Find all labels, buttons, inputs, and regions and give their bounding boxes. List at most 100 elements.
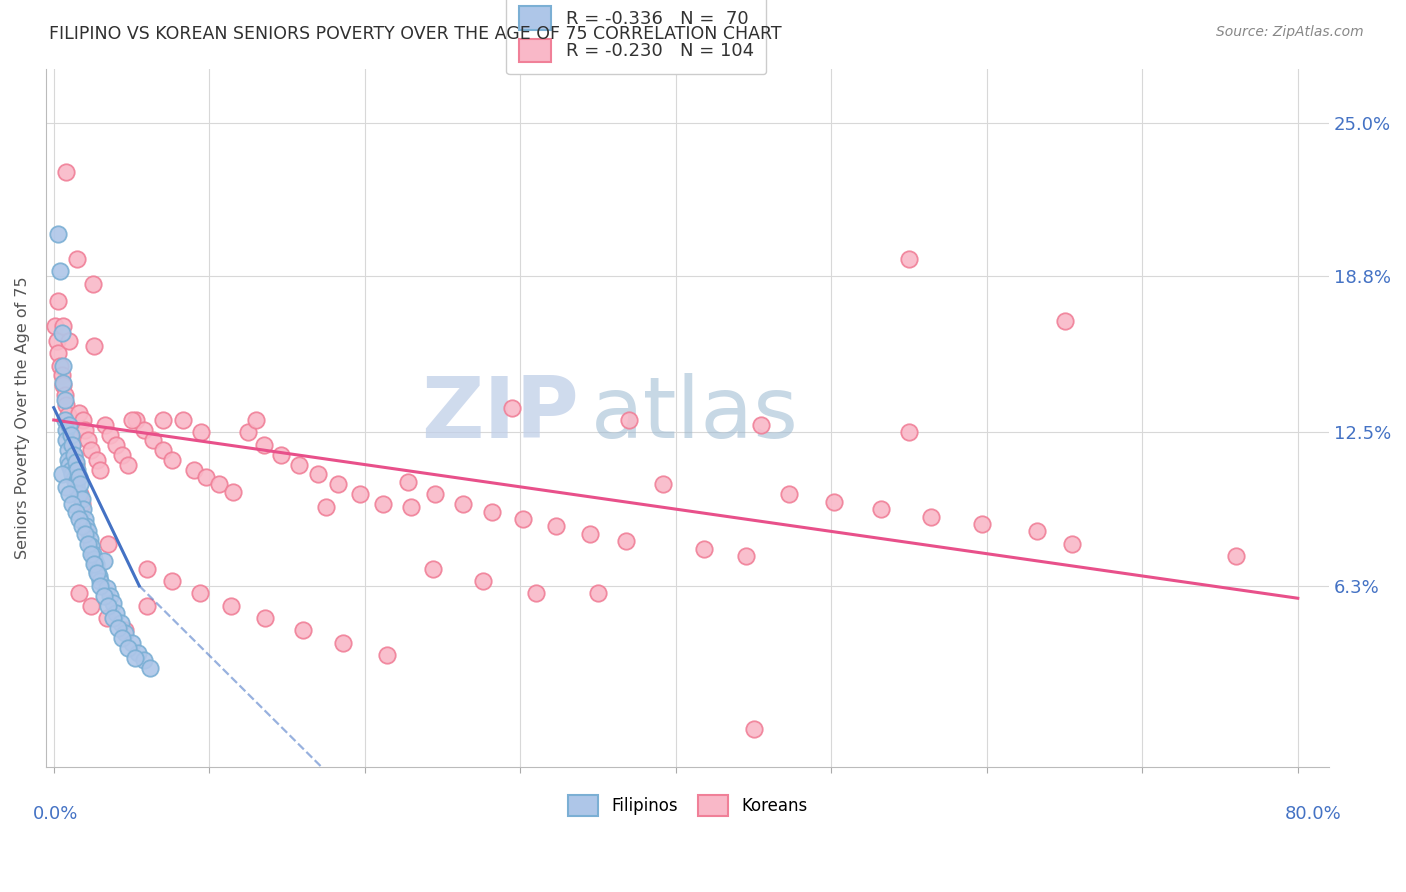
- Point: [195, 470, 218, 484]
- Point: [97, 599, 120, 613]
- Point: [89, 579, 111, 593]
- Point: [114, 626, 136, 640]
- Point: [72, 413, 94, 427]
- Point: [101, 596, 124, 610]
- Point: [80, 547, 103, 561]
- Point: [254, 611, 277, 625]
- Point: [59, 428, 82, 442]
- Point: [396, 475, 419, 489]
- Point: [69, 477, 91, 491]
- Point: [93, 554, 115, 568]
- Point: [66, 483, 89, 497]
- Point: [55, 423, 77, 437]
- Point: [219, 599, 242, 613]
- Point: [65, 505, 87, 519]
- Point: [73, 512, 96, 526]
- Point: [502, 401, 524, 415]
- Point: [67, 470, 90, 484]
- Point: [328, 477, 350, 491]
- Point: [870, 502, 893, 516]
- Text: atlas: atlas: [591, 373, 799, 456]
- Point: [89, 462, 111, 476]
- Point: [77, 433, 100, 447]
- Point: [63, 472, 86, 486]
- Point: [80, 539, 103, 553]
- Point: [66, 462, 89, 476]
- Point: [58, 417, 80, 432]
- Point: [82, 277, 104, 291]
- Point: [65, 458, 87, 472]
- Point: [58, 334, 80, 348]
- Point: [56, 442, 79, 457]
- Point: [107, 621, 129, 635]
- Point: [52, 376, 75, 390]
- Point: [53, 388, 76, 402]
- Point: [160, 452, 183, 467]
- Point: [111, 631, 134, 645]
- Point: [77, 524, 100, 539]
- Point: [586, 586, 609, 600]
- Point: [207, 477, 229, 491]
- Point: [1062, 537, 1084, 551]
- Point: [48, 227, 70, 242]
- Point: [823, 494, 845, 508]
- Point: [693, 541, 716, 556]
- Point: [288, 458, 311, 472]
- Point: [160, 574, 183, 588]
- Point: [183, 462, 205, 476]
- Point: [80, 442, 103, 457]
- Point: [48, 346, 70, 360]
- Point: [544, 519, 567, 533]
- Point: [97, 537, 120, 551]
- Point: [73, 423, 96, 437]
- Point: [79, 532, 101, 546]
- Point: [652, 477, 675, 491]
- Point: [60, 467, 83, 482]
- Point: [59, 462, 82, 476]
- Point: [56, 408, 79, 422]
- Point: [422, 561, 444, 575]
- Point: [471, 574, 494, 588]
- Point: [60, 497, 83, 511]
- Point: [48, 294, 70, 309]
- Point: [63, 448, 86, 462]
- Point: [86, 452, 108, 467]
- Point: [614, 534, 637, 549]
- Point: [142, 433, 165, 447]
- Point: [70, 519, 93, 533]
- Point: [349, 487, 371, 501]
- Point: [898, 425, 921, 440]
- Point: [83, 557, 105, 571]
- Point: [104, 606, 127, 620]
- Point: [124, 650, 146, 665]
- Point: [55, 398, 77, 412]
- Point: [65, 477, 87, 491]
- Point: [58, 458, 80, 472]
- Point: [315, 500, 337, 514]
- Text: 80.0%: 80.0%: [1285, 805, 1341, 823]
- Legend: Filipinos, Koreans: Filipinos, Koreans: [560, 787, 815, 824]
- Point: [52, 359, 75, 373]
- Point: [83, 551, 105, 566]
- Point: [60, 438, 83, 452]
- Point: [84, 557, 107, 571]
- Point: [114, 624, 136, 638]
- Point: [80, 599, 103, 613]
- Point: [423, 487, 446, 501]
- Point: [172, 413, 194, 427]
- Text: 0.0%: 0.0%: [34, 805, 79, 823]
- Point: [524, 586, 547, 600]
- Point: [117, 640, 139, 655]
- Point: [136, 561, 159, 575]
- Point: [291, 624, 314, 638]
- Point: [55, 480, 77, 494]
- Point: [52, 318, 75, 333]
- Point: [77, 537, 100, 551]
- Point: [375, 648, 398, 662]
- Point: [94, 417, 117, 432]
- Point: [70, 492, 93, 507]
- Point: [59, 428, 82, 442]
- Point: [481, 505, 503, 519]
- Point: [96, 582, 118, 596]
- Point: [51, 368, 73, 383]
